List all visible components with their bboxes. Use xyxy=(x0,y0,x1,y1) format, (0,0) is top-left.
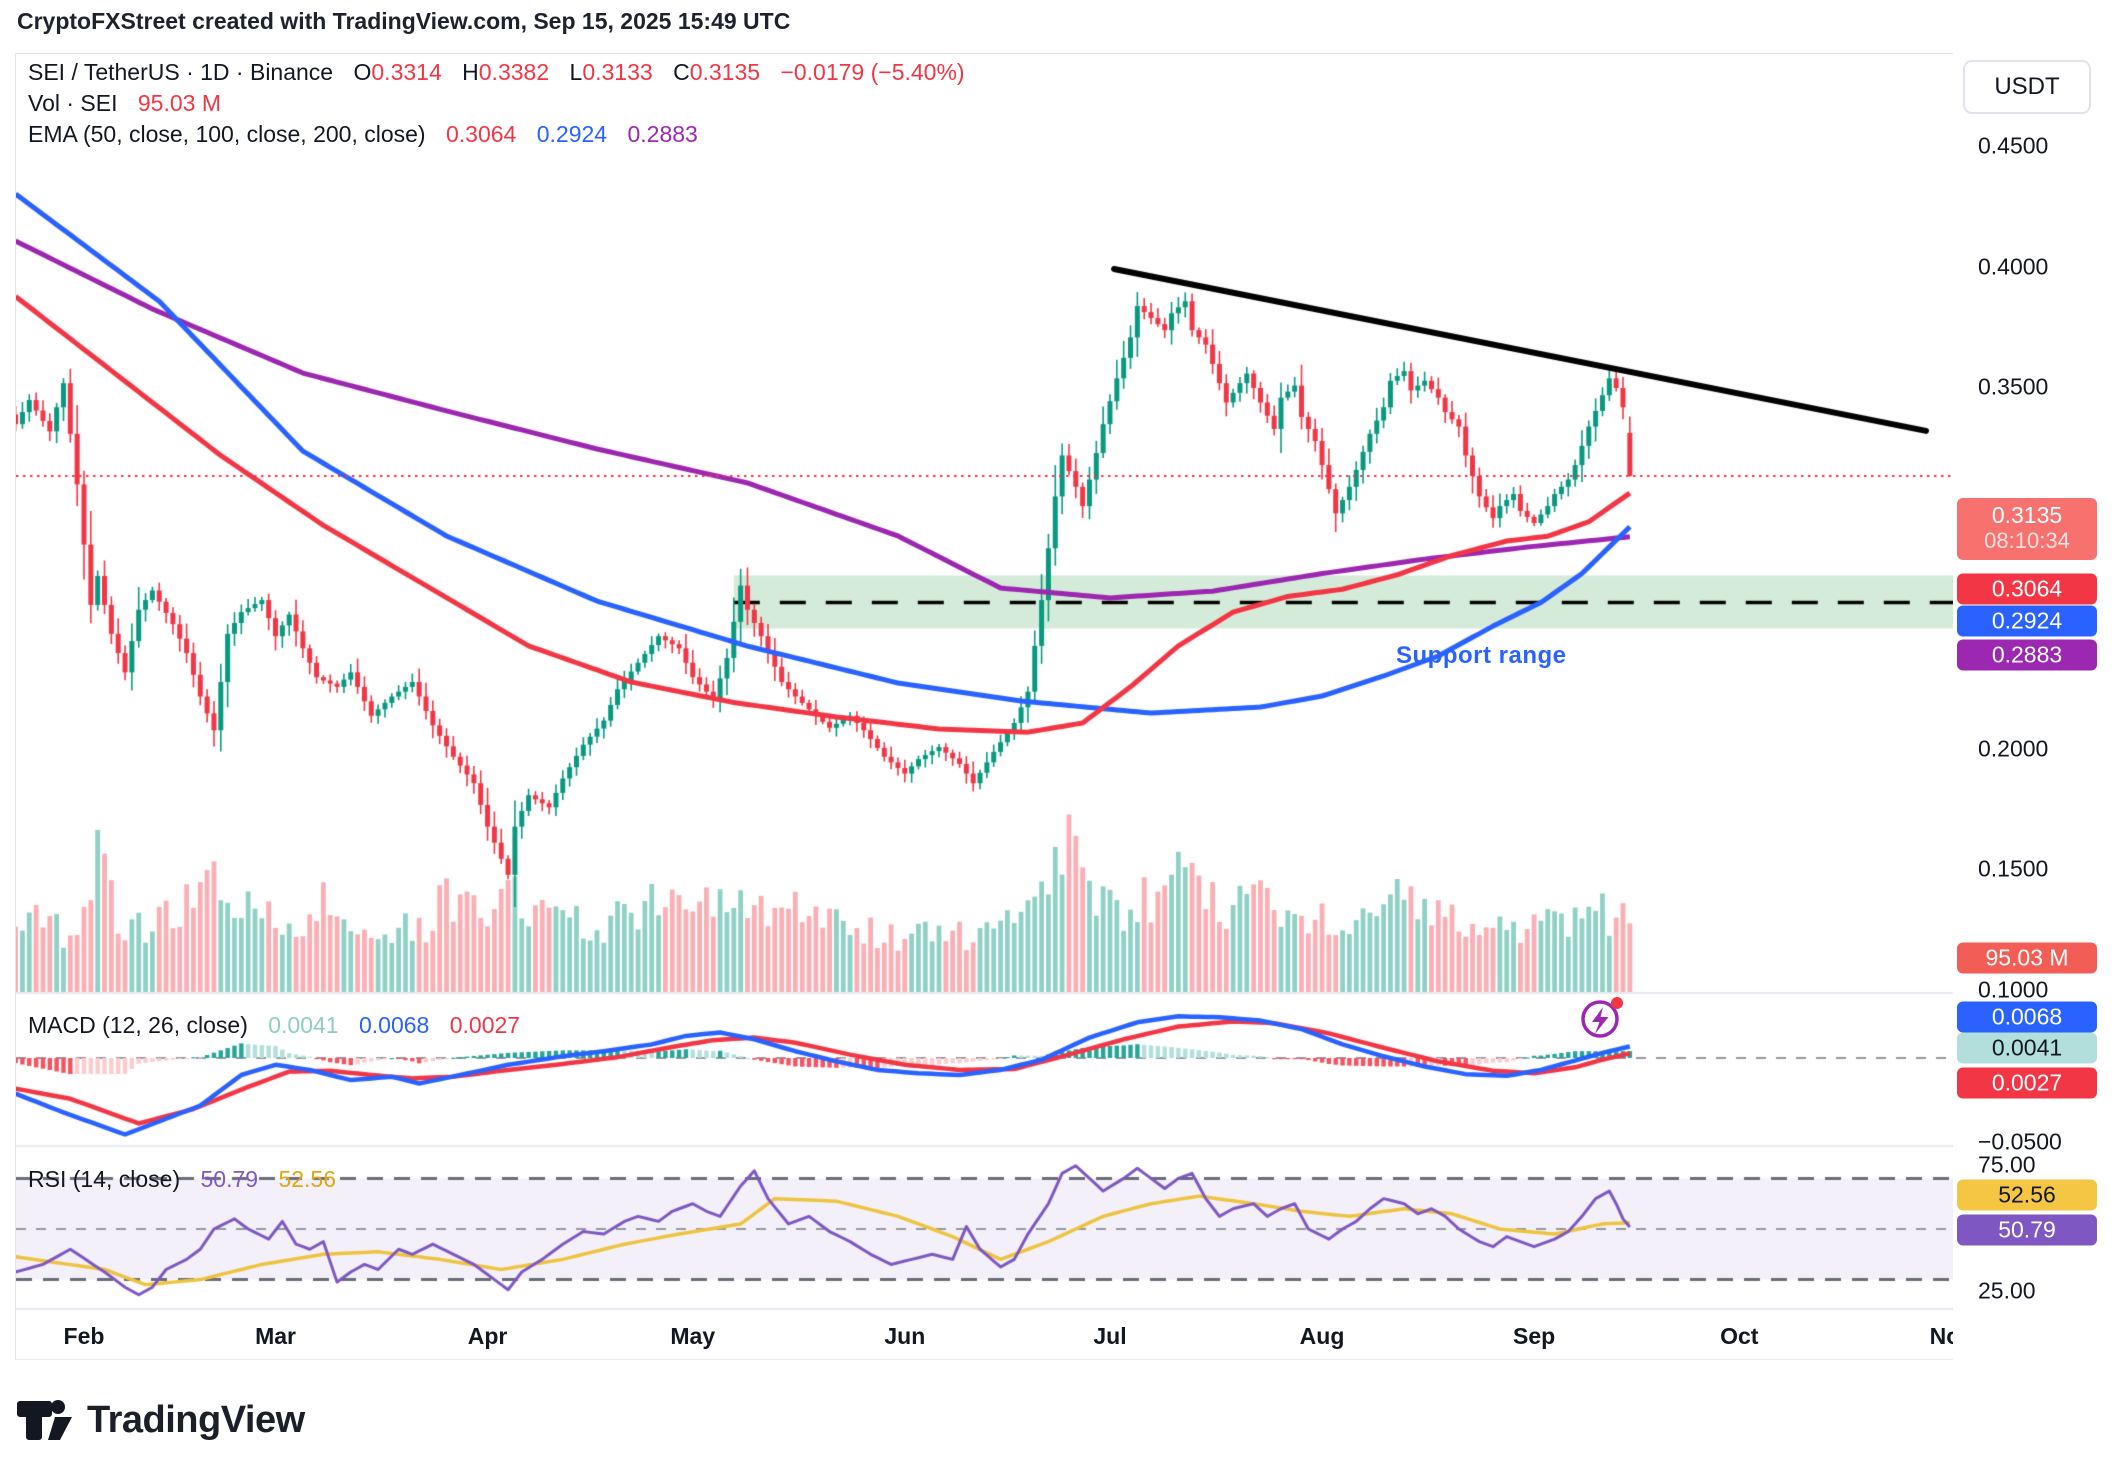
last-price-label: 0.3135 08:10:34 xyxy=(1957,498,2097,560)
month-label-sep[interactable]: Sep xyxy=(1512,1323,1556,1349)
support-range-annotation: Support range xyxy=(1396,642,1567,669)
chart-legend[interactable]: SEI / TetherUS · 1D · Binance O0.3314 H0… xyxy=(28,59,965,152)
rsi-label[interactable]: RSI (14, close) xyxy=(28,1166,181,1192)
rsi-ma-value-label: 52.56 xyxy=(1957,1179,2097,1211)
rsi-tick-75.00: 75.00 xyxy=(1978,1151,2036,1178)
legend-symbol-row[interactable]: SEI / TetherUS · 1D · Binance O0.3314 H0… xyxy=(28,59,965,86)
macd-signal-value-label: 0.0027 xyxy=(1957,1067,2097,1099)
month-label-mar[interactable]: Mar xyxy=(255,1323,296,1349)
macd-legend-row[interactable]: MACD (12, 26, close) 0.0041 0.0068 0.002… xyxy=(28,1012,520,1039)
macd-hist-value: 0.0041 xyxy=(268,1012,339,1038)
ema200-price-label: 0.2883 xyxy=(1957,639,2097,671)
ema50-price-label: 0.3064 xyxy=(1957,573,2097,605)
macd-hist-value-label: 0.0041 xyxy=(1957,1032,2097,1064)
macd-label[interactable]: MACD (12, 26, close) xyxy=(28,1012,248,1038)
macd-tick-−0.0500: −0.0500 xyxy=(1978,1128,2062,1155)
month-label-jul[interactable]: Jul xyxy=(1093,1323,1127,1349)
open-value: 0.3314 xyxy=(371,59,442,85)
macd-signal-value: 0.0027 xyxy=(449,1012,521,1038)
macd-value-label: 0.0068 xyxy=(1957,1001,2097,1033)
ema50-value: 0.3064 xyxy=(445,121,517,147)
chart-canvas[interactable] xyxy=(16,54,1954,1361)
price-tick-0.3500: 0.3500 xyxy=(1978,373,2049,400)
rsi-ma-value: 52.56 xyxy=(278,1166,337,1192)
ema-label[interactable]: EMA (50, close, 100, close, 200, close) xyxy=(28,121,426,147)
tradingview-brand-link[interactable]: TradingView xyxy=(17,1393,305,1447)
high-value: 0.3382 xyxy=(478,59,550,85)
month-label-apr[interactable]: Apr xyxy=(467,1323,508,1349)
volume-label[interactable]: Vol · SEI xyxy=(28,90,118,116)
price-tick-0.4000: 0.4000 xyxy=(1978,253,2049,279)
currency-toggle-button[interactable]: USDT xyxy=(1963,60,2091,114)
rsi-value: 50.79 xyxy=(200,1166,259,1192)
chart-area[interactable]: SEI / TetherUS · 1D · Binance O0.3314 H0… xyxy=(15,53,1954,1361)
month-label-nov[interactable]: Nov xyxy=(1929,1323,1954,1349)
macd-line-value: 0.0068 xyxy=(359,1012,430,1038)
month-label-feb[interactable]: Feb xyxy=(63,1323,105,1349)
time-axis-months[interactable]: Feb Mar Apr May Jun Jul Aug Sep Oct Nov xyxy=(16,1323,1954,1361)
legend-volume-row[interactable]: Vol · SEI 95.03 M xyxy=(28,90,965,117)
page-footer: TradingView xyxy=(0,1360,2116,1484)
month-label-aug[interactable]: Aug xyxy=(1299,1323,1345,1349)
ema100-price-label: 0.2924 xyxy=(1957,605,2097,637)
rsi-legend-row[interactable]: RSI (14, close) 50.79 52.56 xyxy=(28,1166,336,1193)
legend-ema-row[interactable]: EMA (50, close, 100, close, 200, close) … xyxy=(28,121,965,148)
close-value: 0.3135 xyxy=(689,59,761,85)
ema200-value: 0.2883 xyxy=(627,121,698,147)
bar-countdown: 08:10:34 xyxy=(1984,528,2070,553)
low-value: 0.3133 xyxy=(582,59,653,85)
price-axis-column[interactable]: USDT 0.45000.40000.35000.25000.20000.150… xyxy=(1953,53,2116,1360)
ema100-value: 0.2924 xyxy=(536,121,608,147)
month-label-may[interactable]: May xyxy=(670,1323,716,1349)
tradingview-wordmark: TradingView xyxy=(87,1398,305,1441)
month-label-oct[interactable]: Oct xyxy=(1720,1323,1759,1349)
last-price-value: 0.3135 xyxy=(1991,502,2063,528)
cryptofxstreet-watermark-logo xyxy=(1581,997,1623,1038)
price-tick-0.4500: 0.4500 xyxy=(1978,132,2049,159)
attribution-header: CryptoFXStreet created with TradingView.… xyxy=(17,8,791,34)
change-value: −0.0179 (−5.40%) xyxy=(780,59,965,85)
month-label-jun[interactable]: Jun xyxy=(884,1323,926,1349)
symbol-title[interactable]: SEI / TetherUS · 1D · Binance xyxy=(28,59,334,85)
close-label: C xyxy=(673,59,690,85)
price-tick-0.1000: 0.1000 xyxy=(1978,976,2049,1002)
open-label: O xyxy=(353,59,372,85)
high-label: H xyxy=(462,59,479,85)
low-label: L xyxy=(569,59,583,85)
price-tick-0.1500: 0.1500 xyxy=(1978,855,2049,882)
price-tick-0.2000: 0.2000 xyxy=(1978,735,2049,761)
volume-value: 95.03 M xyxy=(137,90,221,116)
volume-label: 95.03 M xyxy=(1957,942,2097,974)
rsi-tick-25.00: 25.00 xyxy=(1978,1277,2036,1304)
rsi-value-label: 50.79 xyxy=(1957,1214,2097,1246)
tradingview-logo-icon xyxy=(17,1400,72,1440)
